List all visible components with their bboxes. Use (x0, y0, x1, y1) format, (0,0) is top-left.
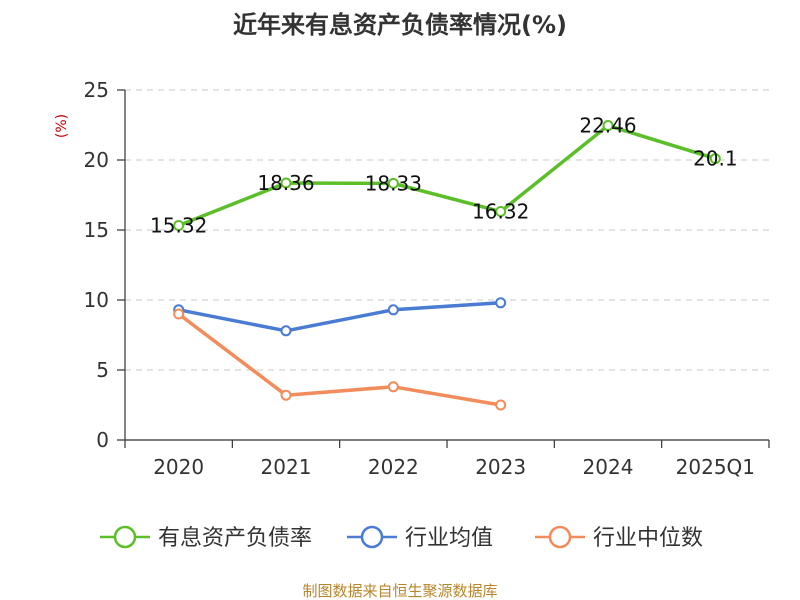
data-point[interactable] (602, 120, 614, 132)
chart-title: 近年来有息资产负债率情况(%) (233, 11, 567, 39)
source-note: 制图数据来自恒生聚源数据库 (302, 582, 497, 600)
y-tick-label: 25 (84, 78, 109, 102)
axes: 0 5 10 15 20 25 2020 2021 2022 2023 2024 2025Q1 (84, 78, 770, 479)
legend-marker (548, 525, 572, 549)
data-point[interactable] (173, 220, 185, 232)
legend-item-0[interactable]: 有息资产负债率 (100, 525, 312, 551)
y-tick-label: 5 (96, 358, 109, 382)
x-tick-label: 2025Q1 (676, 455, 755, 479)
legend-marker (113, 525, 137, 549)
data-label: 18.36 (257, 171, 314, 195)
data-point[interactable] (495, 399, 507, 411)
y-tick-label: 15 (84, 218, 109, 242)
data-label: 20.1 (693, 147, 738, 171)
legend-label: 行业均值 (405, 526, 493, 551)
data-point[interactable] (280, 325, 292, 337)
x-tick-label: 2021 (261, 455, 312, 479)
series-group: 15.32 18.36 18.33 16.32 22.46 20.1 (150, 114, 738, 411)
data-label: 15.32 (150, 214, 207, 238)
legend-item-2[interactable]: 行业中位数 (535, 525, 703, 551)
series-2 (173, 308, 507, 411)
data-point[interactable] (495, 206, 507, 218)
series-line (177, 312, 501, 407)
data-point[interactable] (387, 304, 399, 316)
legend-label: 有息资产负债率 (158, 526, 312, 551)
series-line (178, 123, 716, 228)
data-point[interactable] (709, 153, 721, 165)
data-point[interactable] (495, 297, 507, 309)
series-line (178, 301, 501, 333)
legend-label: 行业中位数 (593, 526, 703, 551)
data-point[interactable] (173, 308, 185, 320)
legend[interactable]: 有息资产负债率 行业均值 行业中位数 (100, 525, 703, 551)
x-tick-label: 2020 (153, 455, 204, 479)
y-axis-label: (%) (54, 114, 70, 138)
data-point[interactable] (280, 389, 292, 401)
legend-marker (360, 525, 384, 549)
grid (125, 89, 769, 371)
data-point[interactable] (387, 177, 399, 189)
data-label: 16.32 (472, 200, 529, 224)
data-point[interactable] (387, 381, 399, 393)
legend-item-1[interactable]: 行业均值 (347, 525, 493, 551)
y-tick-label: 0 (96, 428, 109, 452)
series-0: 15.32 18.36 18.33 16.32 22.46 20.1 (150, 114, 738, 238)
y-tick-label: 10 (84, 288, 109, 312)
data-label: 18.33 (365, 171, 422, 195)
series-1 (173, 297, 507, 337)
x-tick-label: 2024 (583, 455, 634, 479)
x-tick-label: 2023 (475, 455, 526, 479)
y-tick-label: 20 (84, 148, 109, 172)
x-tick-label: 2022 (368, 455, 419, 479)
data-label: 22.46 (579, 114, 636, 138)
data-point[interactable] (280, 177, 292, 189)
